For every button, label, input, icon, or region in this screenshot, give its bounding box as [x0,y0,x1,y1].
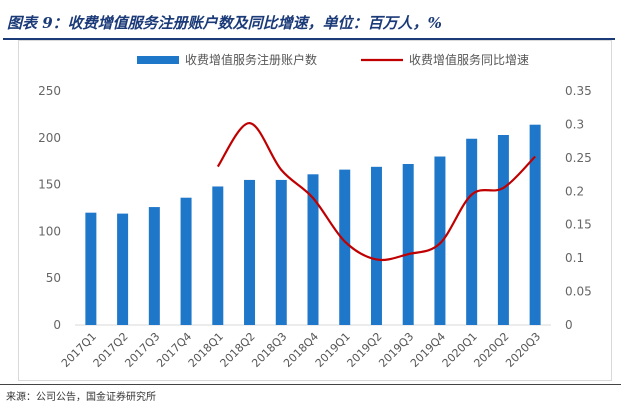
chart-title: 图表 9：收费增值服务注册账户数及同比增速，单位：百万人，% [7,14,442,32]
bar [402,164,414,325]
bar [275,179,287,325]
y-right-tick-label: 0 [565,318,573,332]
bar [244,179,256,325]
legend: 收费增值服务注册账户数 收费增值服务同比增速 [137,52,529,67]
bar [307,174,319,325]
footer-divider [0,384,621,385]
y-right-tick-label: 0.25 [565,151,592,165]
legend-bar-swatch [137,56,179,64]
legend-line-label: 收费增值服务同比增速 [409,52,529,67]
y-right-tick-label: 0.15 [565,218,592,232]
y-right-tick-label: 0.1 [565,251,584,265]
bar [339,169,351,325]
chart-frame: 收费增值服务注册账户数 收费增值服务同比增速 0 50 100 150 200 250 0 0.0… [18,40,612,381]
bar [434,156,446,325]
bar [212,186,224,325]
y-left-tick-label: 250 [38,84,61,98]
y-right-tick-label: 0.35 [565,84,592,98]
bar [466,138,478,325]
bar [117,213,129,325]
legend-bar-label: 收费增值服务注册账户数 [185,52,317,67]
bar [148,207,160,325]
y-left-tick-label: 50 [46,271,61,285]
y-left-tick-label: 150 [38,178,61,192]
bar [85,212,97,325]
y-right-tick-label: 0.05 [565,285,592,299]
title-bar: 图表 9：收费增值服务注册账户数及同比增速，单位：百万人，% [3,6,615,40]
y-left-tick-label: 200 [38,131,61,145]
bar [529,124,541,325]
x-tick-label: 2020Q3 [503,330,543,370]
y-left-tick-label: 0 [53,318,61,332]
chart-svg: 收费增值服务注册账户数 收费增值服务同比增速 0 50 100 150 200 250 0 0.0… [38,52,592,370]
bar [497,134,509,325]
y-right-tick-label: 0.2 [565,184,584,198]
bar [370,166,382,325]
title-divider [3,38,615,40]
bar [180,197,192,325]
source-note: 来源：公司公告，国金证券研究所 [6,392,156,403]
y-left-tick-label: 100 [38,224,61,238]
y-right-tick-label: 0.3 [565,117,584,131]
